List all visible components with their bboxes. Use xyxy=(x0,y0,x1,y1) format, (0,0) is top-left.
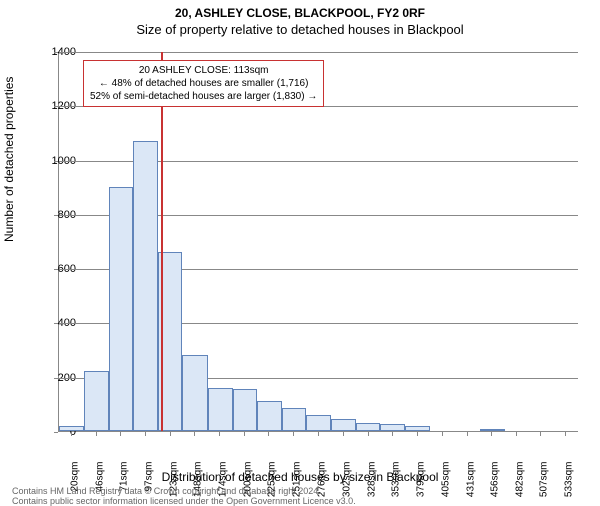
x-tick-mark xyxy=(219,432,220,436)
footer-line1: Contains HM Land Registry data © Crown c… xyxy=(12,486,321,496)
x-tick-mark xyxy=(565,432,566,436)
annotation-line3: 52% of semi-detached houses are larger (… xyxy=(90,90,317,103)
annotation-line2: ← 48% of detached houses are smaller (1,… xyxy=(90,77,317,90)
x-tick-mark xyxy=(417,432,418,436)
histogram-bar xyxy=(282,408,306,431)
x-tick-mark xyxy=(244,432,245,436)
x-tick-mark xyxy=(120,432,121,436)
x-tick-mark xyxy=(268,432,269,436)
chart-title-main: 20, ASHLEY CLOSE, BLACKPOOL, FY2 0RF xyxy=(0,6,600,20)
histogram-bar xyxy=(109,187,133,431)
histogram-bar xyxy=(133,141,158,431)
histogram-bar xyxy=(306,415,331,431)
bars-container xyxy=(59,52,578,431)
y-axis-label: Number of detached properties xyxy=(2,77,16,242)
histogram-bar xyxy=(356,423,380,431)
x-tick-mark xyxy=(368,432,369,436)
histogram-bar xyxy=(380,424,405,431)
histogram-bar xyxy=(405,426,430,431)
x-tick-mark xyxy=(442,432,443,436)
histogram-bar xyxy=(480,429,505,431)
x-tick-mark xyxy=(467,432,468,436)
histogram-bar xyxy=(233,389,257,431)
reference-line xyxy=(161,52,163,431)
y-tick-mark xyxy=(54,378,58,379)
x-tick-mark xyxy=(145,432,146,436)
chart-plot-area: 20 ASHLEY CLOSE: 113sqm ← 48% of detache… xyxy=(58,52,578,432)
x-tick-mark xyxy=(71,432,72,436)
y-tick-mark xyxy=(54,106,58,107)
x-tick-mark xyxy=(170,432,171,436)
annotation-line1: 20 ASHLEY CLOSE: 113sqm xyxy=(90,64,317,77)
histogram-bar xyxy=(208,388,233,431)
x-tick-mark xyxy=(343,432,344,436)
x-tick-mark xyxy=(491,432,492,436)
y-tick-mark xyxy=(54,161,58,162)
y-tick-mark xyxy=(54,323,58,324)
y-tick-mark xyxy=(54,432,58,433)
x-tick-mark xyxy=(318,432,319,436)
x-tick-mark xyxy=(392,432,393,436)
x-axis-label: Distribution of detached houses by size … xyxy=(0,470,600,484)
y-tick-mark xyxy=(54,52,58,53)
histogram-bar xyxy=(84,371,109,431)
chart-title-sub: Size of property relative to detached ho… xyxy=(0,22,600,37)
histogram-bar xyxy=(331,419,356,431)
x-tick-mark xyxy=(194,432,195,436)
y-tick-mark xyxy=(54,215,58,216)
annotation-box: 20 ASHLEY CLOSE: 113sqm ← 48% of detache… xyxy=(83,60,324,107)
x-tick-mark xyxy=(96,432,97,436)
y-tick-mark xyxy=(54,269,58,270)
histogram-bar xyxy=(182,355,207,431)
x-tick-mark xyxy=(516,432,517,436)
histogram-bar xyxy=(257,401,282,431)
x-tick-mark xyxy=(293,432,294,436)
footer-line2: Contains public sector information licen… xyxy=(12,496,356,506)
x-tick-mark xyxy=(540,432,541,436)
histogram-bar xyxy=(59,426,84,431)
